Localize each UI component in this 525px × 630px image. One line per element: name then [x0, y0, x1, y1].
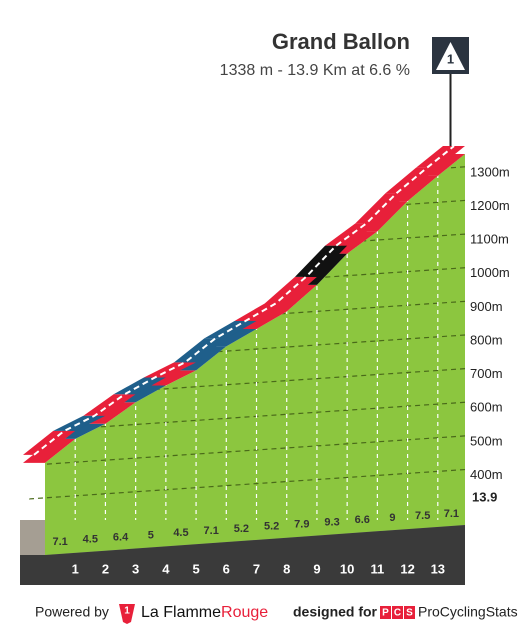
gradient-label: 6.4 — [113, 532, 129, 544]
y-tick-label: 900m — [470, 299, 503, 314]
profile-area — [45, 154, 465, 520]
gradient-label: 7.9 — [294, 519, 309, 531]
km-label: 12 — [400, 561, 414, 576]
brand-name: La FlammeRouge — [141, 604, 268, 621]
gradient-label: 5.2 — [234, 523, 249, 535]
gradient-segment-top — [415, 146, 465, 168]
gradient-label: 7.1 — [204, 525, 219, 537]
badge-number: 1 — [447, 51, 454, 66]
brand-part: La Flamme — [141, 604, 221, 621]
gradient-segment-top — [174, 338, 227, 363]
gradient-segment-top — [23, 430, 76, 455]
gradient-segment-top — [385, 167, 438, 194]
km-label: 5 — [192, 561, 199, 576]
gradient-segment-top — [264, 276, 317, 304]
gradient-segment-top — [355, 193, 408, 224]
km-label: 2 — [102, 561, 109, 576]
y-tick-label: 600m — [470, 400, 503, 415]
gradient-label: 7.1 — [444, 508, 459, 520]
pcs-box — [404, 606, 415, 619]
km-label: 8 — [283, 561, 290, 576]
powered-by: Powered by — [35, 604, 109, 620]
gradient-label: 5.2 — [264, 521, 279, 533]
gradient-label: 7.1 — [52, 536, 67, 548]
gradient-segment-top — [234, 303, 287, 321]
km-label: 1 — [72, 561, 79, 576]
gradient-segment-top — [113, 377, 166, 395]
km-label: 6 — [223, 561, 230, 576]
pcs-box — [380, 606, 391, 619]
brand-part: Rouge — [221, 604, 268, 621]
gradient-label: 5 — [148, 529, 154, 541]
y-tick-label: 1000m — [470, 265, 510, 280]
gradient-label: 4.5 — [173, 527, 188, 539]
brand-logo-text: 1 — [124, 606, 130, 617]
pcs-letter: P — [382, 608, 389, 619]
y-tick-label: 800m — [470, 332, 503, 347]
y-tick-label: 700m — [470, 366, 503, 381]
km-label: 11 — [370, 561, 384, 576]
gradient-label: 4.5 — [83, 534, 98, 546]
gradient-label: 9.3 — [324, 516, 339, 528]
gradient-segment-top — [294, 245, 348, 277]
gradient-segment-top — [325, 223, 378, 246]
y-tick-label: 1300m — [470, 164, 510, 179]
pcs-name: ProCyclingStats — [418, 604, 518, 620]
gradient-label: 6.6 — [355, 514, 370, 526]
y-tick-label: 400m — [470, 467, 503, 482]
designed-for: designed for — [293, 604, 378, 620]
gradient-label: 9 — [389, 512, 395, 524]
grid-line — [20, 468, 465, 501]
pcs-letter: C — [394, 608, 401, 619]
y-tick-label: 500m — [470, 433, 503, 448]
km-label: 10 — [340, 561, 354, 576]
y-tick-label: 1100m — [470, 232, 509, 247]
km-label: 4 — [162, 561, 170, 576]
badge-triangle — [436, 42, 465, 70]
end-distance: 13.9 — [472, 489, 497, 504]
chart-subtitle: 1338 m - 13.9 Km at 6.6 % — [220, 62, 410, 79]
y-tick-label: 1200m — [470, 198, 510, 213]
gradient-label: 7.5 — [415, 510, 430, 522]
grid-line — [20, 435, 465, 467]
km-label: 7 — [253, 561, 260, 576]
pcs-letter: S — [406, 608, 413, 619]
km-strip — [20, 555, 465, 585]
profile-dash — [33, 145, 455, 456]
km-label: 3 — [132, 561, 139, 576]
pcs-box — [392, 606, 403, 619]
brand-logo — [119, 604, 135, 624]
chart-title: Grand Ballon — [272, 29, 410, 54]
km-label: 13 — [431, 561, 445, 576]
km-label: 9 — [313, 561, 320, 576]
km-strip — [45, 525, 465, 555]
